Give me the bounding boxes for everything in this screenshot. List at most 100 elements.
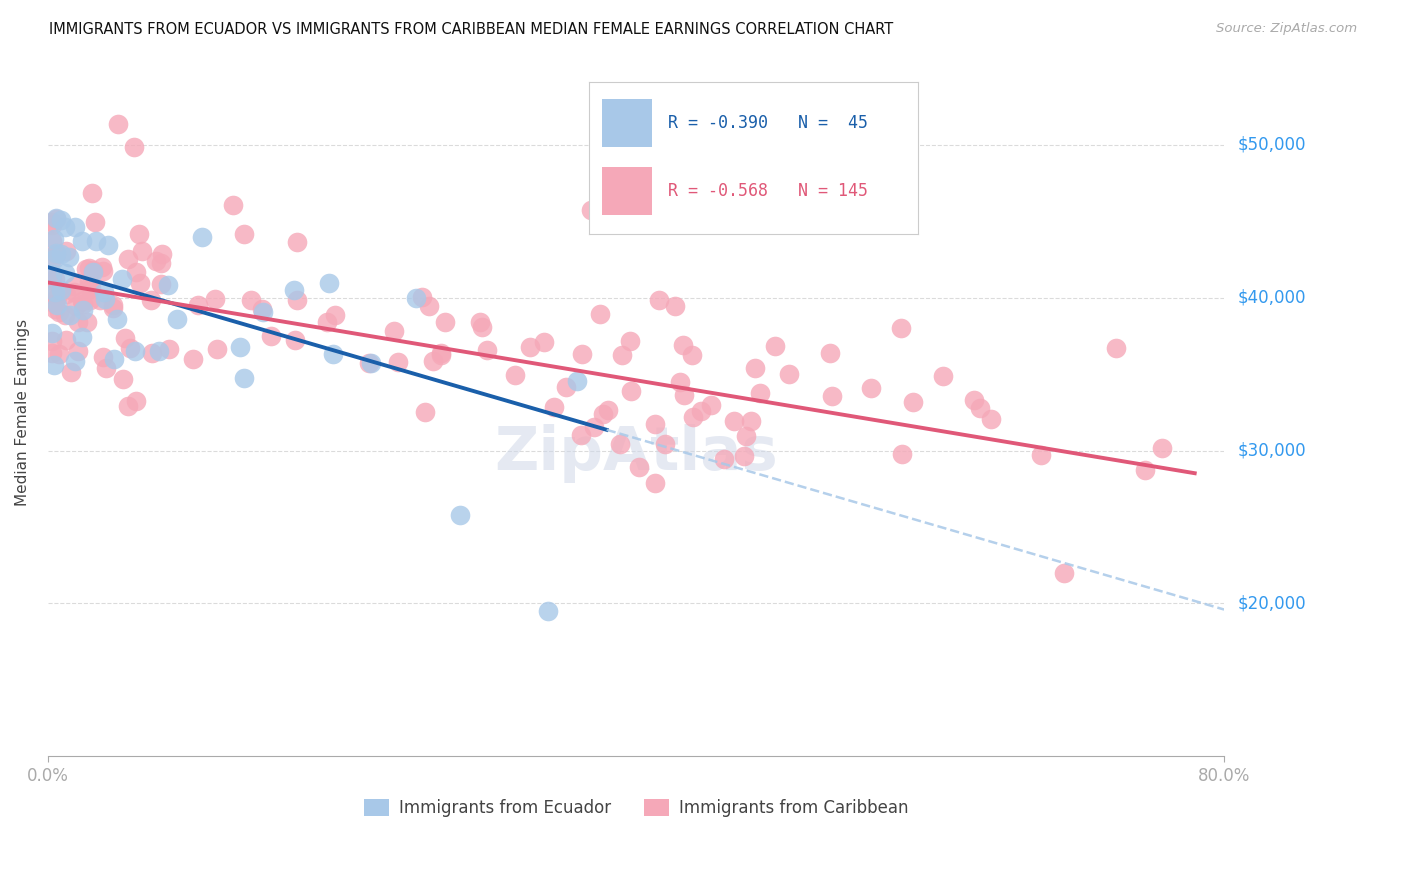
Point xyxy=(1133,463,1156,477)
Point xyxy=(434,315,457,329)
Point xyxy=(233,371,256,385)
Point xyxy=(103,298,125,312)
Point xyxy=(818,345,841,359)
Point xyxy=(418,299,440,313)
Point xyxy=(932,369,955,384)
Point xyxy=(889,321,911,335)
Point xyxy=(96,360,118,375)
Point xyxy=(111,272,134,286)
Point xyxy=(980,412,1002,426)
Point xyxy=(44,271,66,285)
Point xyxy=(430,348,453,362)
Point xyxy=(477,343,499,358)
Point xyxy=(567,374,589,388)
Point xyxy=(543,400,565,414)
Point xyxy=(740,414,762,428)
Point xyxy=(41,270,63,285)
Point xyxy=(80,280,103,294)
Point xyxy=(644,417,666,431)
Point xyxy=(41,286,63,301)
Point xyxy=(229,340,252,354)
Point xyxy=(58,251,80,265)
Point xyxy=(891,447,914,461)
Point xyxy=(1105,341,1128,355)
Point xyxy=(67,344,90,359)
Point xyxy=(204,292,226,306)
Point xyxy=(55,286,77,301)
Point xyxy=(733,449,755,463)
Point xyxy=(70,294,93,309)
Point xyxy=(62,285,84,299)
Point xyxy=(59,365,82,379)
Point xyxy=(647,293,669,308)
Point xyxy=(41,346,63,360)
Point xyxy=(239,293,262,307)
Point xyxy=(41,215,63,229)
Point xyxy=(571,347,593,361)
Point xyxy=(598,403,620,417)
Point xyxy=(63,220,86,235)
Point xyxy=(124,343,146,358)
Point xyxy=(620,384,643,399)
Point xyxy=(149,277,172,291)
Point xyxy=(619,334,641,349)
Point xyxy=(415,405,437,419)
Text: $30,000: $30,000 xyxy=(1239,442,1306,459)
Point xyxy=(609,437,631,451)
Point xyxy=(97,238,120,252)
Point xyxy=(42,232,65,246)
Point xyxy=(668,375,690,389)
Point xyxy=(44,252,66,266)
Point xyxy=(627,459,650,474)
Point xyxy=(690,403,713,417)
Point xyxy=(318,276,340,290)
Point xyxy=(117,399,139,413)
Point xyxy=(555,380,578,394)
Point xyxy=(44,285,66,299)
Point xyxy=(285,293,308,307)
Point xyxy=(89,293,111,307)
Point xyxy=(41,334,63,349)
Point xyxy=(48,305,70,319)
Point xyxy=(41,218,63,232)
Point xyxy=(45,298,67,312)
Point xyxy=(654,437,676,451)
Point xyxy=(141,346,163,360)
Point xyxy=(139,293,162,308)
Point xyxy=(145,253,167,268)
Point xyxy=(612,348,634,362)
Point xyxy=(682,410,704,425)
Point xyxy=(157,342,180,356)
Point xyxy=(405,291,427,305)
Point xyxy=(103,351,125,366)
Point xyxy=(357,356,380,370)
Point xyxy=(128,227,150,241)
Point xyxy=(449,508,471,523)
Point xyxy=(77,280,100,294)
Point xyxy=(45,246,67,260)
Text: ZipAtlas: ZipAtlas xyxy=(495,425,778,483)
Point xyxy=(748,385,770,400)
Point xyxy=(117,252,139,267)
Point xyxy=(128,276,150,290)
Point xyxy=(41,273,63,287)
Point xyxy=(45,246,67,260)
Point xyxy=(72,297,94,311)
Point xyxy=(53,219,76,234)
Point xyxy=(114,331,136,345)
Point xyxy=(46,290,69,304)
Text: IMMIGRANTS FROM ECUADOR VS IMMIGRANTS FROM CARIBBEAN MEDIAN FEMALE EARNINGS CORR: IMMIGRANTS FROM ECUADOR VS IMMIGRANTS FR… xyxy=(49,22,893,37)
Point xyxy=(820,389,842,403)
Point xyxy=(105,311,128,326)
Point xyxy=(55,244,77,259)
Point xyxy=(283,283,305,297)
Point xyxy=(51,247,73,261)
Point xyxy=(382,325,405,339)
Point xyxy=(360,356,382,370)
Point xyxy=(72,303,94,318)
Point xyxy=(569,428,592,442)
Point xyxy=(53,308,76,322)
Point xyxy=(471,319,494,334)
Point xyxy=(589,307,612,321)
Point xyxy=(699,398,721,412)
